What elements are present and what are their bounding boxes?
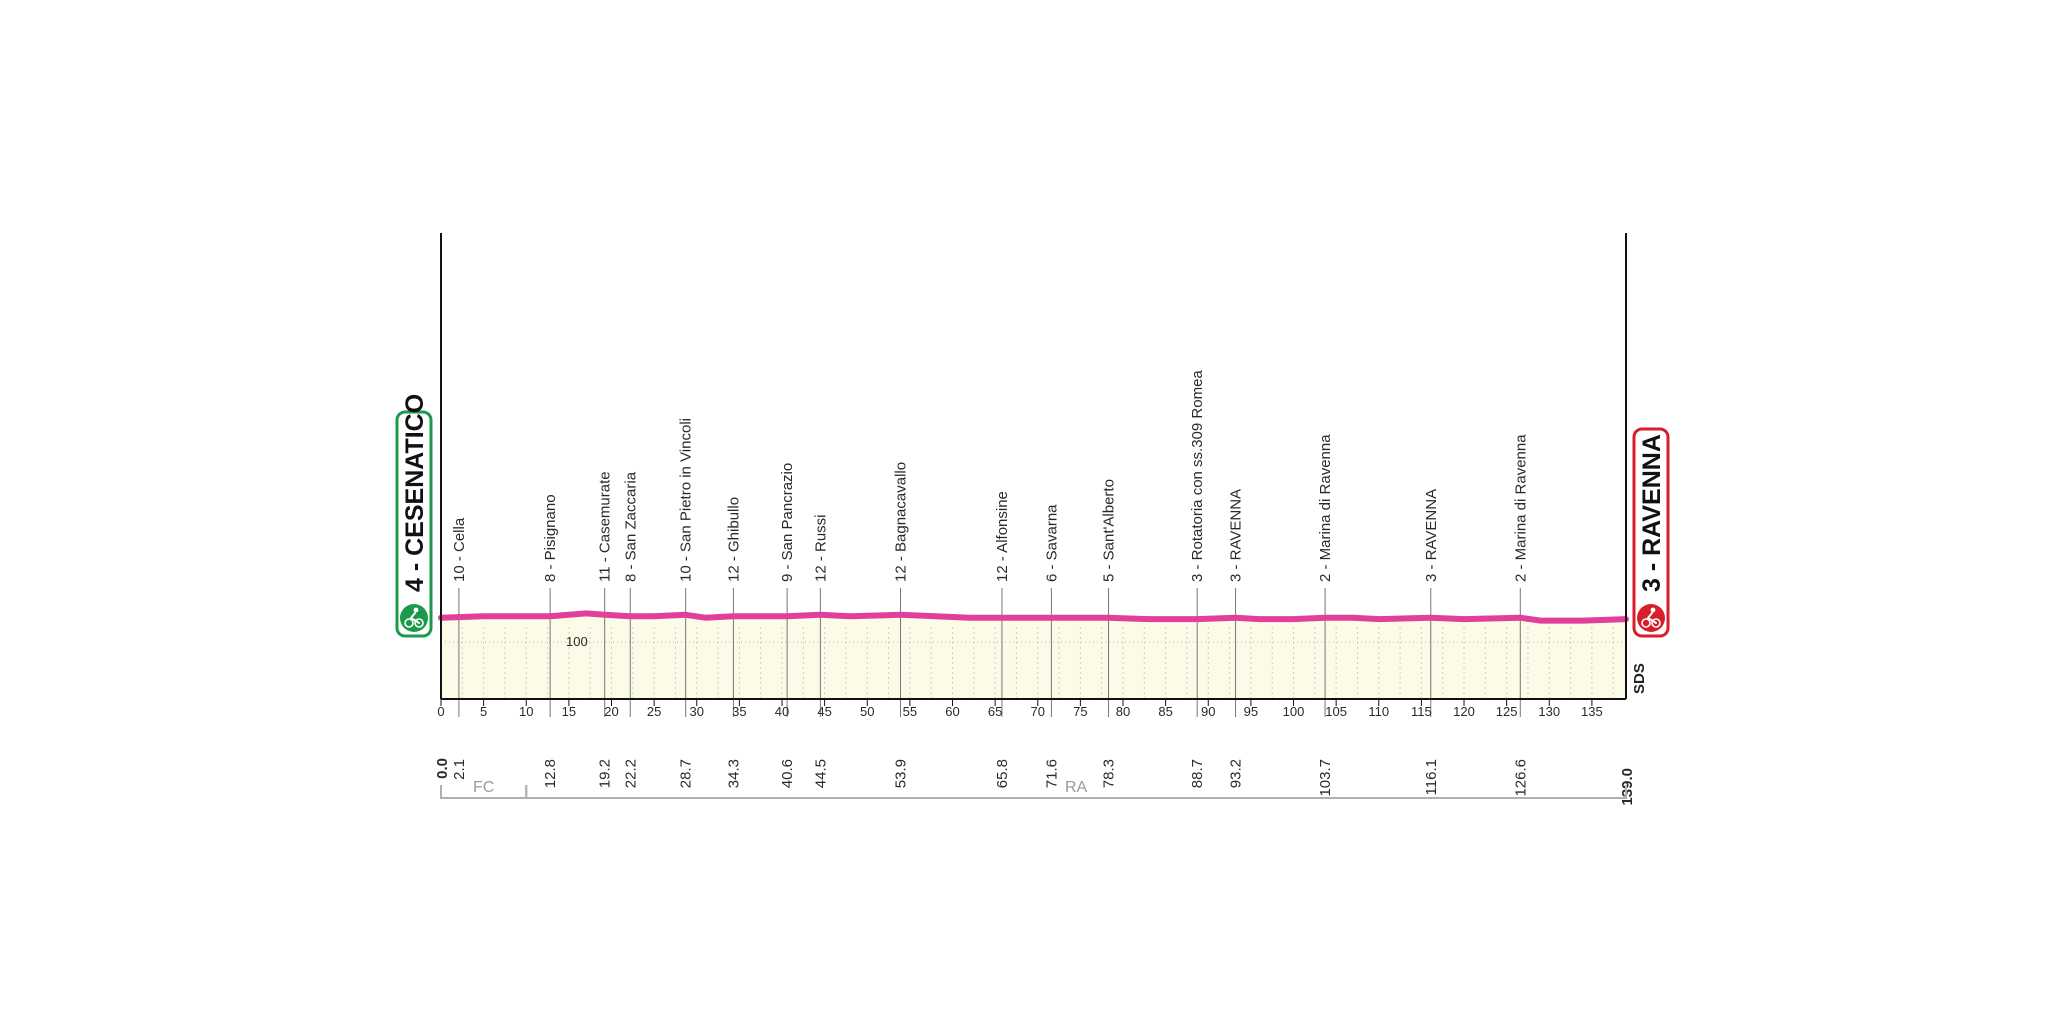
waypoint-km: 22.2 [622,759,639,788]
waypoint-label: 3 - RAVENNA [1228,489,1245,582]
waypoint-km: 78.3 [1101,759,1118,788]
start-km: 0.0 [434,758,451,779]
cyclist-icon-bg [400,604,428,632]
cyclist-icon-bg [1637,604,1665,632]
x-tick-label: 105 [1325,704,1347,719]
waypoint-label: 12 - Alfonsine [994,491,1011,582]
x-tick-label: 70 [1031,704,1045,719]
finish-badge: 3 - RAVENNA [1632,427,1670,638]
cyclist-icon-wheel [414,618,424,628]
cyclist-icon-body [409,612,420,624]
x-tick-label: 30 [690,704,704,719]
profile-line [438,610,1629,624]
x-tick-label: 130 [1538,704,1560,719]
sector-label: FC [473,779,494,796]
x-tick-label: 50 [860,704,874,719]
x-tick-label: 5 [480,704,487,719]
waypoint-km: 28.7 [678,759,695,788]
elevation-line [438,610,1629,624]
waypoint-km: 34.3 [725,759,742,788]
waypoint-km: 19.2 [597,759,614,788]
waypoint-km: 71.6 [1043,759,1060,788]
x-tick-label: 75 [1073,704,1087,719]
start-label: 4 - CESENATICO [401,394,429,592]
waypoint-km: 103.7 [1317,759,1334,797]
waypoint-km: 116.1 [1423,759,1440,795]
profile-grid: 100 [441,625,1626,699]
cyclist-icon [400,604,428,632]
x-tick-label: 110 [1368,704,1389,719]
waypoint-km: 40.6 [779,759,796,788]
x-tick-label: 15 [562,704,576,719]
x-tick-label: 90 [1201,704,1215,719]
waypoint-label: 9 - San Pancrazio [779,463,796,582]
endpoints: SDS 4 - CESENATICO 3 - RAVENNA [395,394,1670,694]
x-tick-label: 85 [1158,704,1172,719]
waypoint-km: 2.1 [451,759,468,780]
x-tick-label: 55 [903,704,917,719]
waypoints: 10 - Cella 2.1 8 - Pisignano 12.8 11 - Casem… [451,370,1529,797]
x-tick-label: 65 [988,704,1002,719]
start-badge-frame [395,410,433,638]
brand-logo: SDS [1631,663,1648,694]
x-tick-label: 100 [1283,704,1305,719]
waypoint-label: 12 - Russi [812,514,829,582]
x-tick-label: 125 [1496,704,1518,719]
x-tick-label: 115 [1411,704,1432,719]
cyclist-icon-head [413,607,419,613]
cyclist-icon-body [1646,612,1657,624]
x-tick-label: 20 [604,704,618,719]
profile-area [441,613,1626,699]
waypoint-km: 126.6 [1512,759,1529,797]
x-tick-label: 80 [1116,704,1130,719]
waypoint-label: 5 - Sant'Alberto [1101,479,1118,582]
x-tick-label: 25 [647,704,661,719]
waypoint-label: 10 - Cella [451,517,468,582]
finish-label: 3 - RAVENNA [1638,434,1666,592]
x-tick-label: 45 [817,704,831,719]
cyclist-icon [1637,604,1665,632]
x-tick-label: 0 [437,704,444,719]
x-tick-label: 135 [1581,704,1603,719]
waypoint-label: 6 - Savarna [1043,504,1060,582]
x-tick-label: 120 [1453,704,1475,719]
cyclist-icon-wheel [1641,618,1651,628]
sector-bracket [525,785,1627,799]
waypoint-label: 3 - Rotatoria con ss.309 Romea [1189,370,1206,582]
sectors: FC RA [440,779,1627,799]
axes [440,233,1627,700]
waypoint-label: 11 - Casemurate [597,471,614,582]
finish-km: 139.0 [1619,768,1636,806]
x-ticks: 0 5 10 15 20 25 30 35 40 45 50 55 60 65 70 75 80 85 90 95 10… [434,699,1636,806]
waypoint-km: 53.9 [893,759,910,788]
waypoint-label: 3 - RAVENNA [1423,489,1440,582]
waypoint-label: 2 - Marina di Ravenna [1512,434,1529,582]
x-tick-label: 40 [775,704,789,719]
cyclist-icon-wheel [404,618,414,628]
x-tick-label: 95 [1244,704,1258,719]
elevation-reference-label: 100 [566,634,588,649]
cyclist-icon-wheel [1651,618,1661,628]
x-tick-label: 60 [945,704,959,719]
x-tick-label: 10 [519,704,533,719]
waypoint-km: 12.8 [542,759,559,788]
waypoint-label: 2 - Marina di Ravenna [1317,434,1334,582]
waypoint-label: 8 - Pisignano [542,494,559,582]
waypoint-km: 88.7 [1189,759,1206,788]
sector-label: RA [1065,779,1088,796]
x-tick-label: 35 [732,704,746,719]
waypoint-label: 8 - San Zaccaria [622,471,639,582]
waypoint-label: 12 - Ghibullo [725,497,742,582]
waypoint-label: 12 - Bagnacavallo [893,462,910,582]
waypoint-km: 44.5 [812,759,829,788]
waypoint-label: 10 - San Pietro in Vincoli [678,418,695,582]
profile-area-fill [441,613,1626,699]
start-badge: 4 - CESENATICO [395,394,433,638]
cyclist-icon-head [1650,607,1656,613]
finish-badge-frame [1632,427,1670,638]
waypoint-km: 65.8 [994,759,1011,788]
waypoint-km: 93.2 [1228,759,1245,788]
